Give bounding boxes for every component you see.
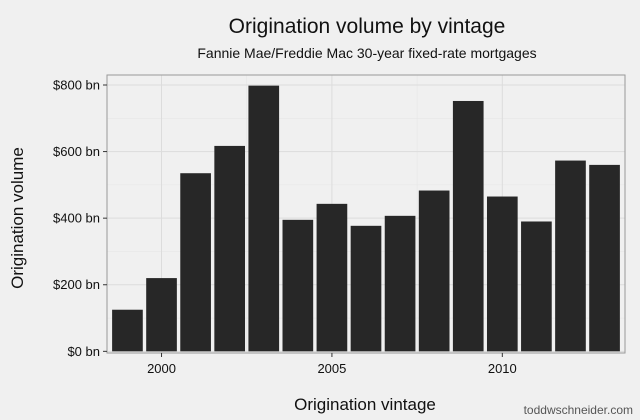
bar-2004 bbox=[282, 219, 314, 352]
bar-2011 bbox=[521, 221, 552, 352]
credit-label: toddwschneider.com bbox=[524, 403, 633, 417]
y-axis: $0 bn $200 bn $400 bn $600 bn $800 bn bbox=[53, 77, 107, 359]
chart-title: Origination volume by vintage bbox=[229, 15, 506, 38]
y-axis-title: Origination volume bbox=[8, 147, 27, 289]
y-tick-label: $200 bn bbox=[53, 277, 100, 292]
bar-2003 bbox=[248, 85, 280, 352]
x-tick-label: 2000 bbox=[147, 361, 176, 376]
bar-1999 bbox=[112, 309, 143, 352]
x-axis: 2000 2005 2010 bbox=[147, 353, 517, 376]
bar-2008 bbox=[418, 190, 450, 352]
bar-2013 bbox=[589, 164, 620, 352]
x-axis-title: Origination vintage bbox=[294, 395, 436, 414]
x-tick-label: 2010 bbox=[488, 361, 517, 376]
y-tick-label: $800 bn bbox=[53, 77, 100, 92]
plot-border bbox=[106, 74, 626, 354]
y-tick-label: $600 bn bbox=[53, 144, 100, 159]
bar-2006 bbox=[350, 225, 382, 352]
bar-2010 bbox=[486, 196, 518, 352]
x-tick-label: 2005 bbox=[317, 361, 346, 376]
bar-2000 bbox=[146, 278, 177, 352]
y-tick-label: $400 bn bbox=[53, 211, 100, 226]
bars bbox=[112, 85, 620, 352]
bar-2002 bbox=[214, 145, 246, 352]
bar-2007 bbox=[384, 215, 416, 352]
bar-2012 bbox=[555, 160, 586, 352]
y-tick-label: $0 bn bbox=[67, 344, 100, 359]
bar-2009 bbox=[452, 100, 484, 352]
bar-2005 bbox=[316, 203, 348, 352]
chart-subtitle: Fannie Mae/Freddie Mac 30-year fixed-rat… bbox=[197, 45, 536, 61]
bar-2001 bbox=[180, 173, 211, 352]
